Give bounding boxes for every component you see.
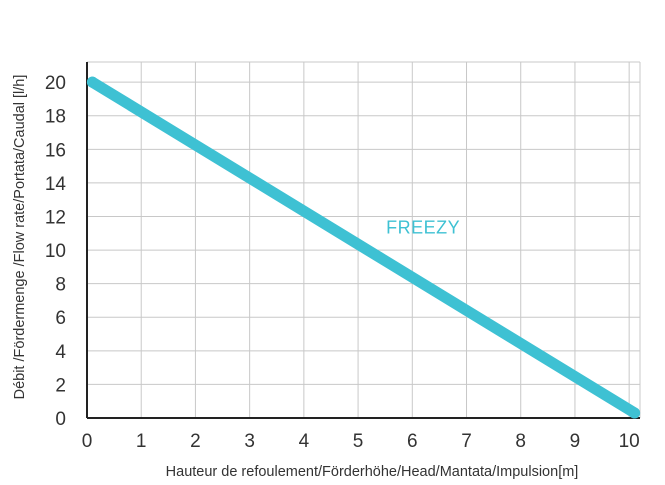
y-tick-label: 20 bbox=[45, 73, 66, 94]
x-tick-label: 2 bbox=[190, 431, 201, 452]
y-tick-label: 8 bbox=[55, 275, 66, 296]
x-tick-label: 8 bbox=[515, 431, 526, 452]
y-tick-label: 14 bbox=[45, 174, 67, 195]
y-tick-labels: 0 2 4 6 8 10 12 14 16 18 20 bbox=[45, 73, 67, 430]
series-line bbox=[86, 76, 641, 419]
y-tick-label: 4 bbox=[55, 342, 66, 363]
x-tick-label: 0 bbox=[82, 431, 93, 452]
x-tick-label: 6 bbox=[407, 431, 418, 452]
x-tick-label: 10 bbox=[619, 431, 640, 452]
y-tick-label: 6 bbox=[55, 308, 66, 329]
series-point bbox=[86, 76, 98, 88]
series-labels: FREEZY bbox=[386, 217, 460, 237]
y-tick-label: 12 bbox=[45, 207, 66, 228]
y-tick-label: 0 bbox=[55, 409, 66, 430]
x-tick-label: 3 bbox=[244, 431, 255, 452]
y-tick-label: 2 bbox=[55, 375, 66, 396]
x-tick-label: 1 bbox=[136, 431, 147, 452]
series-layer bbox=[86, 76, 641, 419]
y-tick-label: 10 bbox=[45, 241, 66, 262]
x-tick-label: 4 bbox=[299, 431, 310, 452]
series-label: FREEZY bbox=[386, 217, 460, 237]
y-tick-label: 16 bbox=[45, 140, 66, 161]
x-tick-label: 7 bbox=[461, 431, 472, 452]
y-tick-label: 18 bbox=[45, 107, 66, 128]
x-tick-labels: 0 1 2 3 4 5 6 7 8 9 10 bbox=[82, 431, 640, 452]
axes bbox=[86, 62, 640, 419]
x-tick-label: 9 bbox=[570, 431, 581, 452]
y-axis-title: Débit /Fördermenge /Flow rate/Portata/Ca… bbox=[12, 75, 28, 400]
x-tick-label: 5 bbox=[353, 431, 364, 452]
x-axis-title: Hauteur de refoulement/Förderhöhe/Head/M… bbox=[166, 464, 579, 480]
series-point bbox=[629, 407, 641, 419]
